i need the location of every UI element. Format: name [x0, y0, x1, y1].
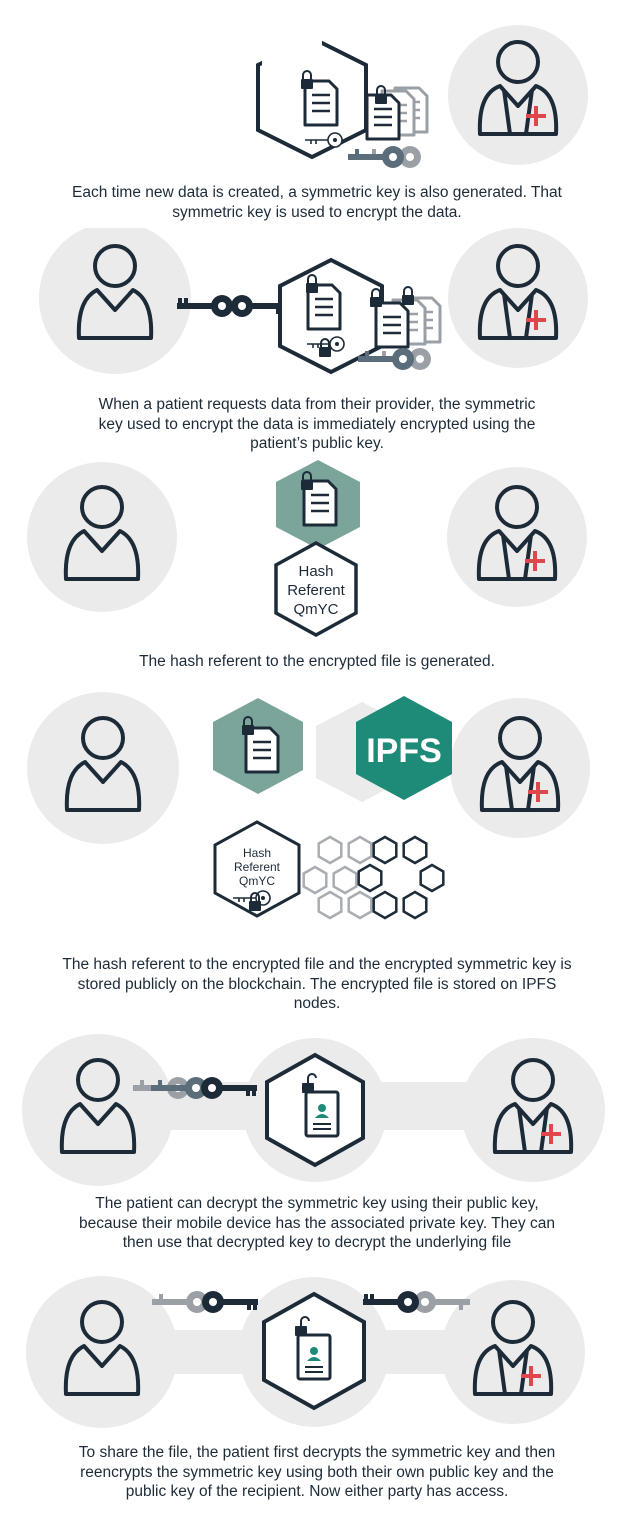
doctor-circle	[441, 1280, 585, 1424]
step-6-panel: To share the file, the patient first dec…	[0, 1272, 634, 1534]
patient-circle	[22, 1034, 174, 1186]
patient-record-icon	[304, 1090, 340, 1138]
step-3-caption: The hash referent to the encrypted file …	[139, 653, 495, 670]
doctor-circle	[450, 698, 590, 838]
hash-line-1: Hash	[243, 846, 271, 860]
unlocked-lock-icon	[295, 1316, 310, 1336]
step-6-caption: To share the file, the patient first dec…	[78, 1444, 556, 1500]
doctor-circle	[448, 25, 588, 165]
doctor-circle	[461, 1038, 605, 1182]
hash-line-3: QmYC	[294, 601, 339, 618]
doctor-circle	[448, 228, 588, 368]
hash-referent-hexagon: Hash Referent QmYC	[274, 541, 358, 637]
ipfs-label: IPFS	[366, 732, 442, 770]
step-5-caption: The patient can decrypt the symmetric ke…	[79, 1195, 555, 1251]
patient-circle	[26, 1276, 178, 1428]
hash-line-2: Referent	[287, 582, 345, 599]
unlocked-lock-icon	[302, 1073, 317, 1093]
key-chain-right-icon	[363, 1291, 470, 1313]
patient-circle	[27, 692, 179, 844]
patient-record-icon	[296, 1333, 332, 1381]
encrypted-document-stack-icon	[369, 286, 442, 349]
hash-referent-hexagon: Hash Referent QmYC	[213, 820, 301, 918]
step-1-panel: Each time new data is created, a symmetr…	[0, 0, 634, 230]
step-1-caption: Each time new data is created, a symmetr…	[72, 184, 562, 221]
encrypted-document-stack-icon	[365, 85, 429, 141]
step-2-panel: When a patient requests data from their …	[0, 228, 634, 458]
patient-circle	[39, 228, 191, 374]
step-3-panel: Hash Referent QmYC The hash referent to …	[0, 455, 634, 685]
key-chain-icon	[348, 146, 421, 168]
step-2-caption: When a patient requests data from their …	[98, 396, 536, 452]
blockchain-icon	[302, 835, 445, 920]
hash-line-2: Referent	[234, 860, 281, 874]
ipfs-icon: IPFS	[356, 696, 452, 800]
step-5-panel: The patient can decrypt the symmetric ke…	[0, 1030, 634, 1280]
key-chain-left-icon	[152, 1291, 258, 1313]
step-4-caption: The hash referent to the encrypted file …	[62, 956, 572, 1012]
key-chain-icon	[358, 348, 431, 370]
patient-circle	[27, 462, 177, 612]
step-4-panel: IPFS Hash Referent QmYC	[0, 690, 634, 1025]
doctor-circle	[447, 467, 587, 607]
hash-line-3: QmYC	[239, 874, 275, 888]
hash-line-1: Hash	[298, 563, 333, 580]
